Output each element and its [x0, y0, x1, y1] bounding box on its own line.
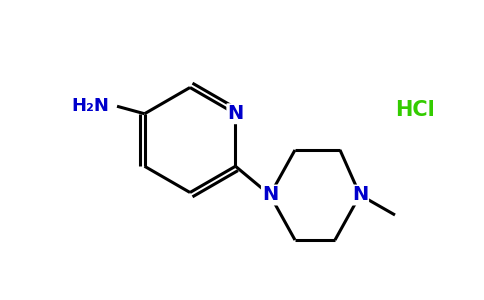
Text: H₂N: H₂N [72, 97, 109, 115]
Text: HCl: HCl [395, 100, 435, 120]
Text: N: N [227, 104, 243, 123]
Text: N: N [262, 185, 278, 205]
Text: N: N [352, 185, 368, 205]
